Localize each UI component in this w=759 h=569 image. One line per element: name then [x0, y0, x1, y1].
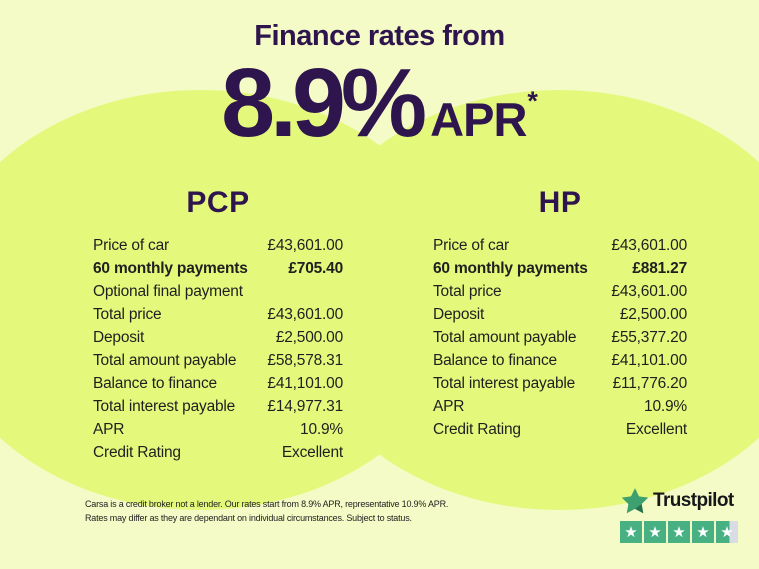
- row-label: Optional final payment: [93, 282, 243, 300]
- row-label: Total interest payable: [93, 397, 236, 415]
- row-value: Excellent: [625, 420, 687, 438]
- row-label: Total price: [93, 305, 162, 323]
- row-value: £705.40: [288, 259, 343, 277]
- row-value: £41,101.00: [611, 351, 687, 369]
- row-label: 60 monthly payments: [93, 259, 248, 277]
- row-value: £43,601.00: [611, 282, 687, 300]
- row-value: £55,377.20: [611, 328, 687, 346]
- table-row: APR 10.9%: [433, 395, 687, 418]
- row-label: Deposit: [93, 328, 145, 346]
- apr-label: APR: [430, 93, 527, 146]
- table-row: Price of car £43,601.00: [93, 234, 343, 257]
- hp-table: HP Price of car £43,601.00 60 monthly paym…: [433, 186, 687, 441]
- disclaimer-line-2: Rates may differ as they are dependant o…: [85, 513, 412, 523]
- right-circle-shape: [294, 90, 759, 510]
- row-value: £2,500.00: [275, 328, 343, 346]
- hp-table-title: HP: [538, 186, 582, 219]
- rate-value: 8.9%: [221, 48, 427, 157]
- table-row: Total amount payable £58,578.31: [93, 349, 343, 372]
- row-label: APR: [433, 397, 465, 415]
- row-label: Deposit: [433, 305, 485, 323]
- rating-star-box: ★: [620, 521, 642, 543]
- rating-star-box: ★: [716, 521, 738, 543]
- table-row: Total price £43,601.00: [433, 280, 687, 303]
- trustpilot-wordmark: Trustpilot: [653, 490, 734, 511]
- table-row: Deposit £2,500.00: [433, 303, 687, 326]
- row-value: £43,601.00: [267, 236, 343, 254]
- row-value: £58,578.31: [267, 351, 343, 369]
- pcp-table: PCP Price of car £43,601.00 60 monthly pay…: [93, 186, 343, 464]
- rating-star-box: ★: [692, 521, 714, 543]
- row-label: APR: [93, 420, 125, 438]
- row-label: Price of car: [433, 236, 509, 254]
- row-label: Price of car: [93, 236, 169, 254]
- row-label: Credit Rating: [93, 443, 181, 461]
- table-row: Total amount payable £55,377.20: [433, 326, 687, 349]
- table-row: Balance to finance £41,101.00: [433, 349, 687, 372]
- trustpilot-badge: Trustpilot ★ ★ ★ ★ ★: [620, 486, 746, 543]
- row-value: £881.27: [632, 259, 687, 277]
- pcp-table-title: PCP: [186, 186, 250, 219]
- rating-star-box: ★: [668, 521, 690, 543]
- row-value: £14,977.31: [267, 397, 343, 415]
- hp-table-rows: Price of car £43,601.00 60 monthly payment…: [433, 234, 687, 441]
- pcp-table-rows: Price of car £43,601.00 60 monthly payment…: [93, 234, 343, 464]
- row-label: Credit Rating: [433, 420, 521, 438]
- table-row: Optional final payment: [93, 280, 343, 303]
- disclaimer-line-1: Carsa is a credit broker not a lender. O…: [85, 499, 449, 509]
- table-row: Deposit £2,500.00: [93, 326, 343, 349]
- trustpilot-star-icon: [621, 488, 649, 514]
- row-value: £43,601.00: [267, 305, 343, 323]
- row-value: 10.9%: [300, 420, 343, 438]
- row-value: £43,601.00: [611, 236, 687, 254]
- trustpilot-rating-stars: ★ ★ ★ ★ ★: [620, 521, 746, 543]
- row-value: £2,500.00: [619, 305, 687, 323]
- table-row: 60 monthly payments £881.27: [433, 257, 687, 280]
- row-value: 10.9%: [644, 397, 687, 415]
- table-row: Balance to finance £41,101.00: [93, 372, 343, 395]
- apr-asterisk: *: [527, 86, 538, 116]
- row-label: Total price: [433, 282, 502, 300]
- rate-headline: 8.9% APR *: [0, 54, 759, 151]
- row-label: Total amount payable: [433, 328, 577, 346]
- row-label: Total amount payable: [93, 351, 237, 369]
- row-label: 60 monthly payments: [433, 259, 588, 277]
- table-row: Total price £43,601.00: [93, 303, 343, 326]
- table-row: APR 10.9%: [93, 418, 343, 441]
- table-row: Price of car £43,601.00: [433, 234, 687, 257]
- rating-star-box: ★: [644, 521, 666, 543]
- table-row: Total interest payable £14,977.31: [93, 395, 343, 418]
- row-label: Balance to finance: [433, 351, 557, 369]
- page-title: Finance rates from: [254, 20, 505, 52]
- table-row: Total interest payable £11,776.20: [433, 372, 687, 395]
- row-label: Total interest payable: [433, 374, 576, 392]
- trustpilot-logo: Trustpilot: [620, 486, 746, 516]
- table-row: Credit Rating Excellent: [433, 418, 687, 441]
- row-value: £41,101.00: [267, 374, 343, 392]
- row-value: £11,776.20: [612, 374, 688, 392]
- row-label: Balance to finance: [93, 374, 217, 392]
- disclaimer: Carsa is a credit broker not a lender. O…: [85, 497, 448, 525]
- row-value: Excellent: [281, 443, 343, 461]
- table-row: Credit Rating Excellent: [93, 441, 343, 464]
- table-row: 60 monthly payments £705.40: [93, 257, 343, 280]
